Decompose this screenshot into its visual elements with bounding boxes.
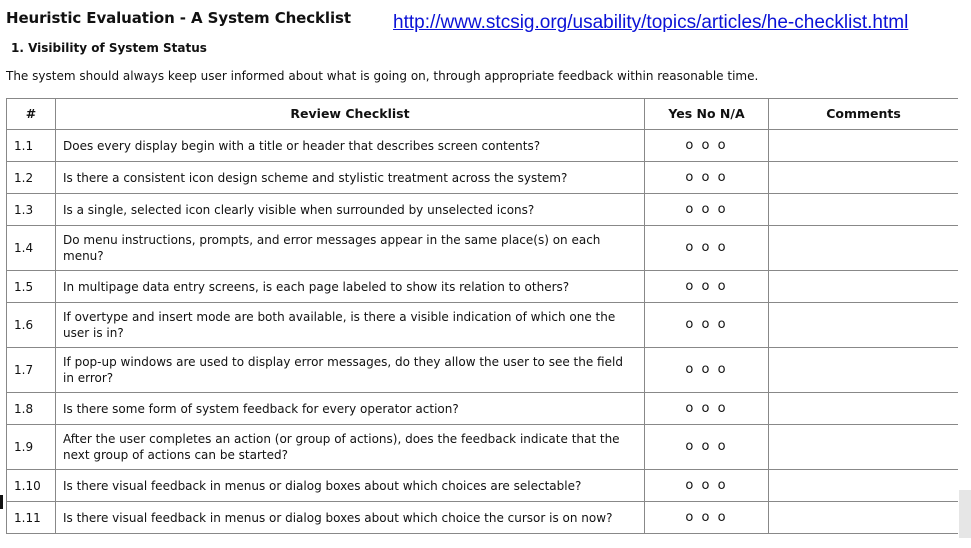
item-number: 1.9 — [6, 424, 56, 470]
item-number: 1.3 — [6, 193, 56, 226]
item-number: 1.11 — [6, 501, 56, 534]
table-row: 1.9 After the user completes an action (… — [6, 424, 958, 470]
answer-options[interactable]: o o o — [644, 469, 769, 502]
item-question: Is there visual feedback in menus or dia… — [55, 501, 645, 534]
source-link[interactable]: http://www.stcsig.org/usability/topics/a… — [393, 12, 909, 33]
table-row: 1.6 If overtype and insert mode are both… — [6, 302, 958, 348]
answer-options[interactable]: o o o — [644, 270, 769, 303]
table-row: 1.4 Do menu instructions, prompts, and e… — [6, 225, 958, 271]
answer-options[interactable]: o o o — [644, 161, 769, 194]
item-question: Is there visual feedback in menus or dia… — [55, 469, 645, 502]
table-row: 1.1 Does every display begin with a titl… — [6, 129, 958, 162]
item-question: If pop-up windows are used to display er… — [55, 347, 645, 393]
answer-options[interactable]: o o o — [644, 302, 769, 348]
table-row: 1.3 Is a single, selected icon clearly v… — [6, 193, 958, 226]
item-number: 1.1 — [6, 129, 56, 162]
item-question: Is there a consistent icon design scheme… — [55, 161, 645, 194]
item-number: 1.6 — [6, 302, 56, 348]
item-number: 1.2 — [6, 161, 56, 194]
table-row: 1.10 Is there visual feedback in menus o… — [6, 469, 958, 502]
document-title: Heuristic Evaluation - A System Checklis… — [6, 9, 351, 27]
answer-options[interactable]: o o o — [644, 392, 769, 425]
comment-cell[interactable] — [768, 424, 958, 470]
table-row: 1.2 Is there a consistent icon design sc… — [6, 161, 958, 194]
comment-cell[interactable] — [768, 392, 958, 425]
item-question: Do menu instructions, prompts, and error… — [55, 225, 645, 271]
column-header-comments: Comments — [768, 98, 958, 130]
item-question: In multipage data entry screens, is each… — [55, 270, 645, 303]
item-number: 1.7 — [6, 347, 56, 393]
answer-options[interactable]: o o o — [644, 225, 769, 271]
comment-cell[interactable] — [768, 270, 958, 303]
answer-options[interactable]: o o o — [644, 129, 769, 162]
comment-cell[interactable] — [768, 193, 958, 226]
answer-options[interactable]: o o o — [644, 347, 769, 393]
section-intro: The system should always keep user infor… — [6, 69, 759, 83]
column-header-checklist: Review Checklist — [55, 98, 645, 130]
answer-options[interactable]: o o o — [644, 501, 769, 534]
item-number: 1.5 — [6, 270, 56, 303]
comment-cell[interactable] — [768, 161, 958, 194]
table-row: 1.8 Is there some form of system feedbac… — [6, 392, 958, 425]
item-question: If overtype and insert mode are both ava… — [55, 302, 645, 348]
item-number: 1.8 — [6, 392, 56, 425]
checklist-table-container: # Review Checklist Yes No N/A Comments 1… — [6, 98, 958, 548]
comment-cell[interactable] — [768, 501, 958, 534]
comment-cell[interactable] — [768, 469, 958, 502]
item-question: After the user completes an action (or g… — [55, 424, 645, 470]
answer-options[interactable]: o o o — [644, 424, 769, 470]
section-heading: 1. Visibility of System Status — [11, 41, 207, 55]
table-row: 1.7 If pop-up windows are used to displa… — [6, 347, 958, 393]
comment-cell[interactable] — [768, 129, 958, 162]
table-row: 1.11 Is there visual feedback in menus o… — [6, 501, 958, 534]
item-question: Is a single, selected icon clearly visib… — [55, 193, 645, 226]
table-header-row: # Review Checklist Yes No N/A Comments — [6, 98, 958, 130]
item-number: 1.10 — [6, 469, 56, 502]
column-header-number: # — [6, 98, 56, 130]
checklist-table: # Review Checklist Yes No N/A Comments 1… — [6, 98, 958, 534]
column-header-answer: Yes No N/A — [644, 98, 769, 130]
page-edge-shade — [959, 490, 971, 538]
table-row: 1.5 In multipage data entry screens, is … — [6, 270, 958, 303]
page-edge-mark — [0, 495, 3, 509]
comment-cell[interactable] — [768, 302, 958, 348]
item-question: Is there some form of system feedback fo… — [55, 392, 645, 425]
answer-options[interactable]: o o o — [644, 193, 769, 226]
item-question: Does every display begin with a title or… — [55, 129, 645, 162]
comment-cell[interactable] — [768, 225, 958, 271]
item-number: 1.4 — [6, 225, 56, 271]
comment-cell[interactable] — [768, 347, 958, 393]
